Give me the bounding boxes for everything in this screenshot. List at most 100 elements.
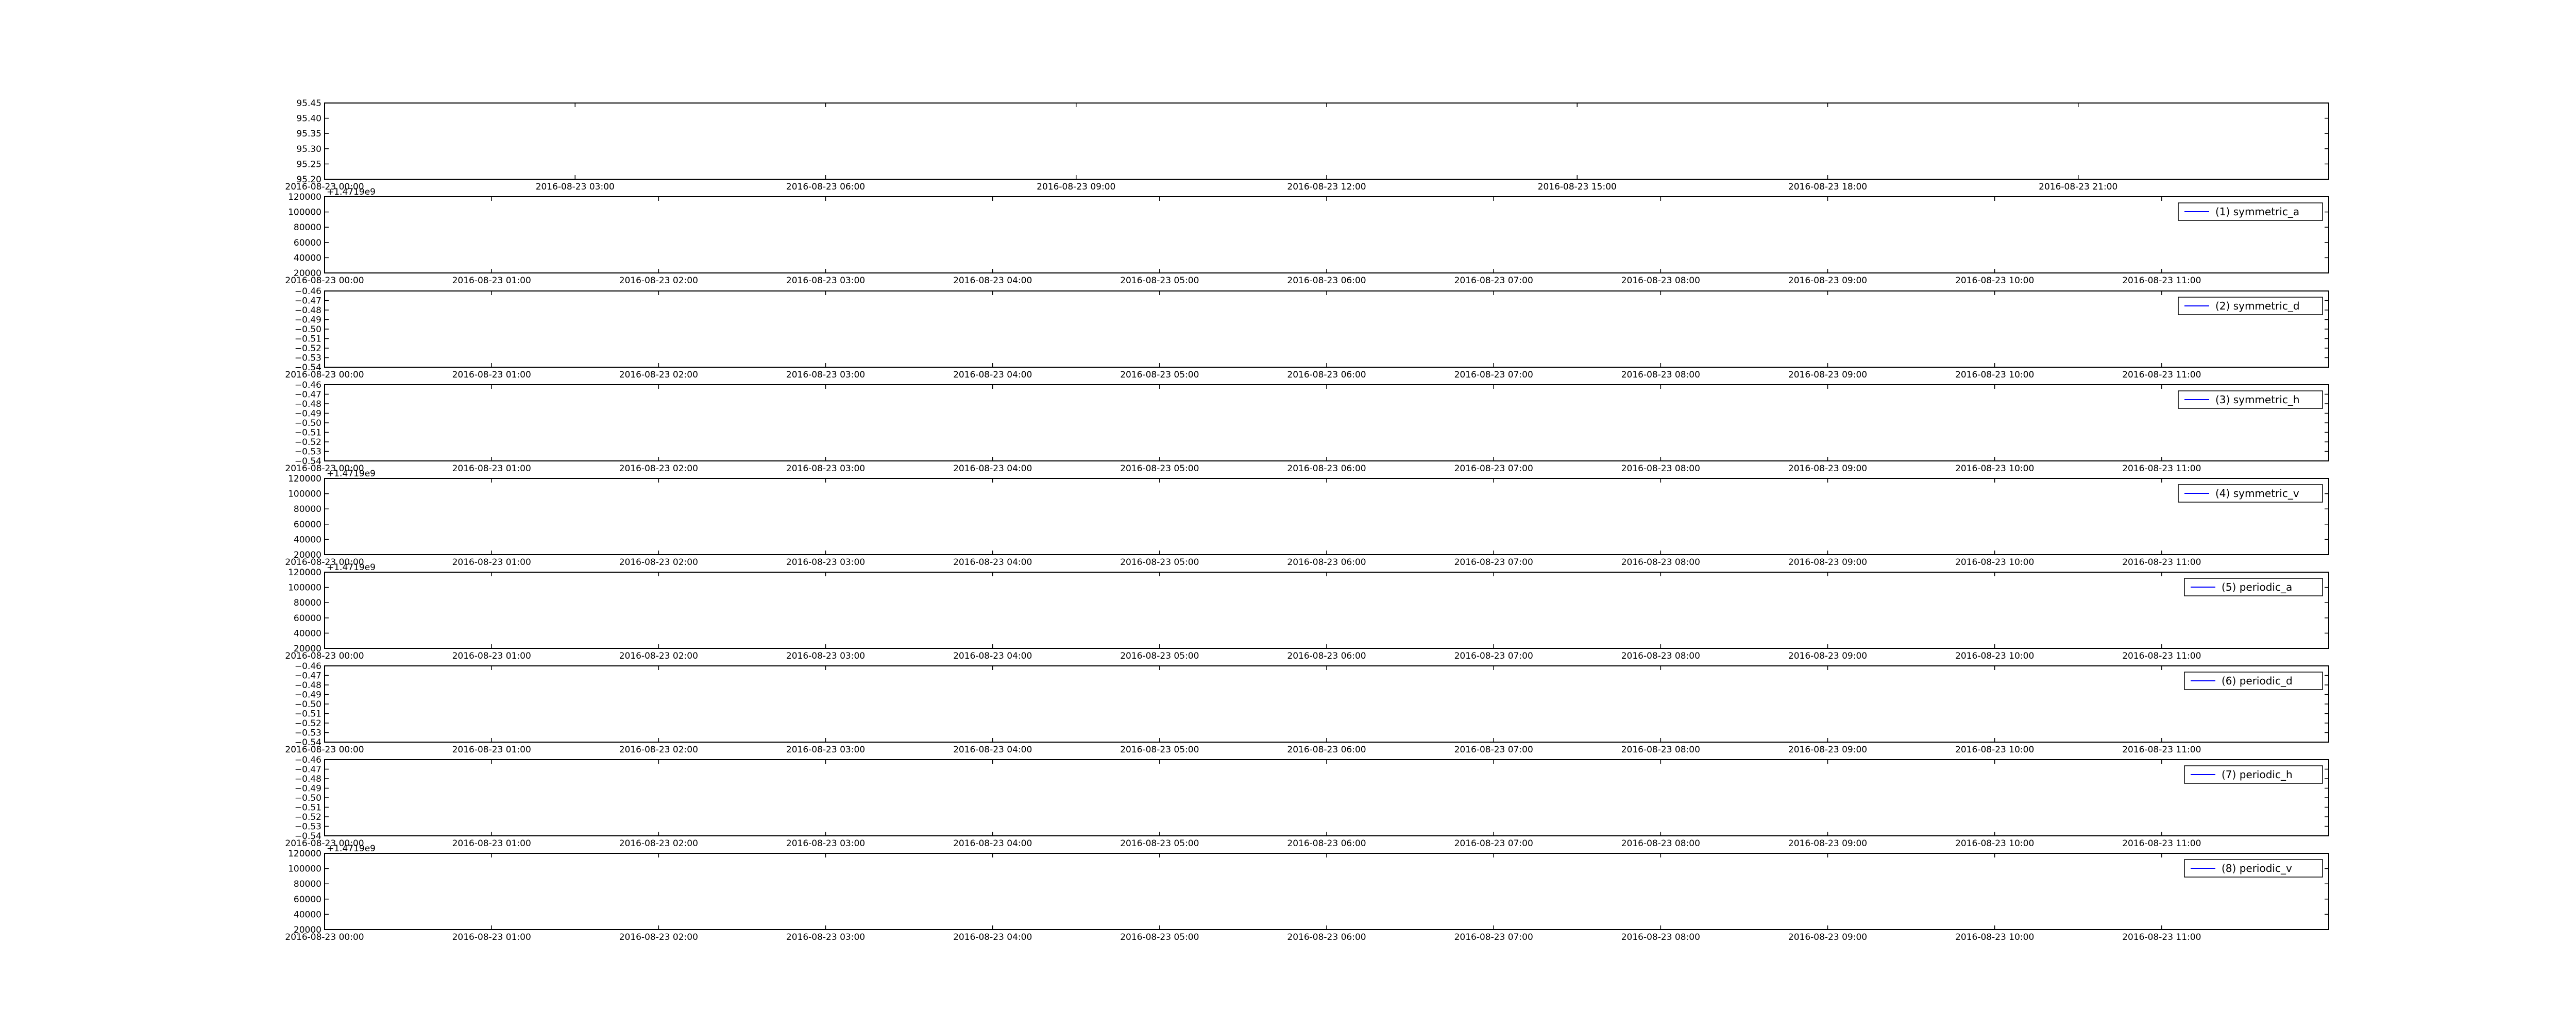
axes-frame <box>324 759 2329 836</box>
x-tick-label: 2016-08-23 04:00 <box>953 745 1032 755</box>
legend: (2) symmetric_d <box>2178 297 2323 315</box>
x-tick-label: 2016-08-23 02:00 <box>619 370 698 380</box>
y-tick-label: 100000 <box>288 864 321 874</box>
y-tick-label: 60000 <box>294 895 321 905</box>
x-tick-label: 2016-08-23 02:00 <box>619 838 698 849</box>
y-tick-label: −0.51 <box>295 709 321 719</box>
y-tick-label: 20000 <box>294 268 321 279</box>
x-tick-label: 2016-08-23 03:00 <box>786 276 865 286</box>
y-tick-label: −0.48 <box>295 305 321 316</box>
y-tick-label: 120000 <box>288 192 321 202</box>
legend-label: (4) symmetric_v <box>2215 487 2299 500</box>
x-tick-label: 2016-08-23 01:00 <box>452 370 531 380</box>
y-tick-label: −0.46 <box>295 755 321 765</box>
axes-frame <box>324 290 2329 368</box>
axis-offset-label: +1.4719e9 <box>327 562 376 573</box>
y-tick-label: 100000 <box>288 489 321 500</box>
y-tick-label: 80000 <box>294 504 321 514</box>
y-tick-label: 20000 <box>294 550 321 560</box>
y-tick-label: 95.40 <box>296 114 321 124</box>
y-tick-label: 95.30 <box>296 144 321 154</box>
x-tick-label: 2016-08-23 10:00 <box>1955 838 2034 849</box>
x-tick-label: 2016-08-23 02:00 <box>619 932 698 942</box>
x-tick-label: 2016-08-23 15:00 <box>1538 182 1617 192</box>
legend-label: (6) periodic_d <box>2222 675 2293 687</box>
y-tick-label: −0.49 <box>295 690 321 700</box>
x-tick-label: 2016-08-23 05:00 <box>1120 745 1199 755</box>
x-tick-label: 2016-08-23 04:00 <box>953 557 1032 568</box>
x-tick-label: 2016-08-23 12:00 <box>1287 182 1366 192</box>
x-tick-label: 2016-08-23 05:00 <box>1120 276 1199 286</box>
y-tick-label: −0.50 <box>295 699 321 710</box>
y-tick-label: −0.46 <box>295 661 321 672</box>
y-tick-label: 80000 <box>294 598 321 608</box>
x-tick-label: 2016-08-23 08:00 <box>1621 651 1700 661</box>
y-tick-label: −0.51 <box>295 803 321 813</box>
subplot-7: −0.54−0.53−0.52−0.51−0.50−0.49−0.48−0.47… <box>285 661 2329 755</box>
axes-frame <box>324 572 2329 649</box>
x-tick-label: 2016-08-23 01:00 <box>452 745 531 755</box>
y-tick-label: −0.50 <box>295 324 321 335</box>
x-tick-label: 2016-08-23 06:00 <box>1287 932 1366 942</box>
y-tick-label: −0.46 <box>295 380 321 390</box>
legend: (7) periodic_h <box>2184 765 2323 784</box>
y-tick-label: −0.47 <box>295 765 321 775</box>
x-tick-label: 2016-08-23 01:00 <box>452 276 531 286</box>
y-tick-label: −0.53 <box>295 353 321 364</box>
x-tick-label: 2016-08-23 08:00 <box>1621 276 1700 286</box>
x-tick-label: 2016-08-23 11:00 <box>2122 838 2201 849</box>
x-tick-label: 2016-08-23 11:00 <box>2122 745 2201 755</box>
x-tick-label: 2016-08-23 01:00 <box>452 932 531 942</box>
x-tick-label: 2016-08-23 04:00 <box>953 838 1032 849</box>
x-tick-label: 2016-08-23 05:00 <box>1120 838 1199 849</box>
axes-frame <box>324 853 2329 930</box>
subplot-8: −0.54−0.53−0.52−0.51−0.50−0.49−0.48−0.47… <box>285 755 2329 849</box>
legend: (1) symmetric_a <box>2178 202 2323 221</box>
axes-frame <box>324 665 2329 743</box>
x-tick-label: 2016-08-23 09:00 <box>1788 370 1867 380</box>
subplot-2: 20000 40000 60000 80000 100000 120000 2016-08-… <box>285 187 2329 286</box>
subplot-3: −0.54−0.53−0.52−0.51−0.50−0.49−0.48−0.47… <box>285 286 2329 380</box>
subplot-5: 20000 40000 60000 80000 100000 120000 2016-08-… <box>285 469 2329 568</box>
x-tick-label: 2016-08-23 07:00 <box>1454 557 1533 568</box>
y-tick-label: −0.53 <box>295 822 321 832</box>
y-tick-label: −0.49 <box>295 315 321 325</box>
x-tick-label: 2016-08-23 06:00 <box>1287 370 1366 380</box>
x-tick-label: 2016-08-23 02:00 <box>619 557 698 568</box>
legend-label: (2) symmetric_d <box>2215 300 2300 312</box>
axes-frame <box>324 478 2329 555</box>
y-tick-label: −0.51 <box>295 428 321 438</box>
legend-label: (1) symmetric_a <box>2215 205 2299 218</box>
y-tick-label: 120000 <box>288 568 321 578</box>
x-tick-label: 2016-08-23 09:00 <box>1788 464 1867 474</box>
y-tick-label: −0.47 <box>295 390 321 400</box>
y-tick-label: 120000 <box>288 474 321 484</box>
y-tick-label: 95.25 <box>296 159 321 169</box>
y-tick-label: −0.48 <box>295 399 321 409</box>
axis-offset-label: +1.4719e9 <box>327 187 376 197</box>
y-tick-label: −0.49 <box>295 784 321 794</box>
x-tick-label: 2016-08-23 04:00 <box>953 370 1032 380</box>
x-tick-label: 2016-08-23 18:00 <box>1788 182 1867 192</box>
x-tick-label: 2016-08-23 06:00 <box>1287 745 1366 755</box>
x-tick-label: 2016-08-23 03:00 <box>786 370 865 380</box>
x-tick-label: 2016-08-23 02:00 <box>619 745 698 755</box>
y-tick-label: 95.45 <box>296 98 321 109</box>
x-tick-label: 2016-08-23 05:00 <box>1120 557 1199 568</box>
axis-offset-label: +1.4719e9 <box>327 469 376 479</box>
x-tick-label: 2016-08-23 01:00 <box>452 557 531 568</box>
x-tick-label: 2016-08-23 05:00 <box>1120 370 1199 380</box>
y-tick-label: −0.53 <box>295 728 321 739</box>
x-tick-label: 2016-08-23 07:00 <box>1454 651 1533 661</box>
subplot-1: 95.20 95.25 95.30 95.35 95.40 95.45 2016-08-23… <box>285 98 2329 192</box>
x-tick-label: 2016-08-23 00:00 <box>285 182 364 192</box>
x-tick-label: 2016-08-23 10:00 <box>1955 370 2034 380</box>
x-tick-label: 2016-08-23 21:00 <box>2039 182 2117 192</box>
subplot-9: 20000 40000 60000 80000 100000 120000 2016-08-… <box>285 844 2329 942</box>
y-tick-label: −0.54 <box>295 737 321 748</box>
x-tick-label: 2016-08-23 10:00 <box>1955 745 2034 755</box>
x-tick-label: 2016-08-23 09:00 <box>1788 276 1867 286</box>
x-tick-label: 2016-08-23 06:00 <box>1287 464 1366 474</box>
x-tick-label: 2016-08-23 08:00 <box>1621 464 1700 474</box>
x-tick-label: 2016-08-23 07:00 <box>1454 745 1533 755</box>
